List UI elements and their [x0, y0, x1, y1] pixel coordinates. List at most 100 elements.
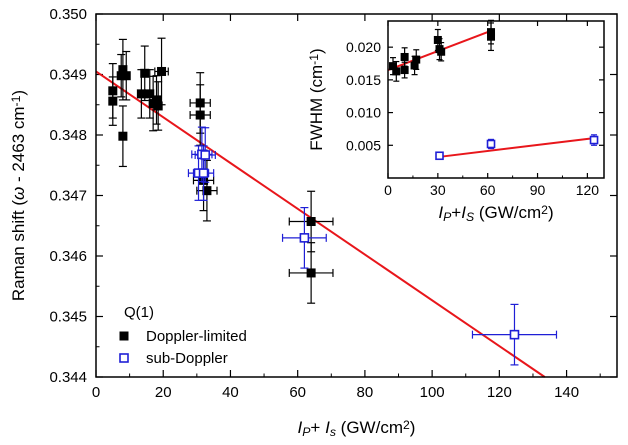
- legend-label: Doppler-limited: [146, 328, 247, 345]
- data-point: [486, 139, 496, 149]
- y-tick-label: 0.350: [49, 6, 87, 23]
- x-tick-label: 20: [155, 384, 172, 401]
- data-point: [306, 268, 316, 278]
- fit-line: [437, 137, 595, 159]
- fit-line: [95, 70, 546, 378]
- legend-marker: [119, 353, 129, 363]
- data-point: [433, 35, 442, 44]
- legend-marker: [119, 331, 129, 341]
- y-axis-title-part: ω: [9, 187, 28, 200]
- y-axis-title: FWHM (cm-1): [307, 48, 326, 150]
- x-axis-title-part: I: [438, 203, 443, 222]
- x-axis-title-part: I: [325, 418, 330, 437]
- plot-frame: [387, 20, 605, 179]
- data-point: [108, 96, 118, 106]
- y-axis-title-part: ): [307, 48, 326, 54]
- data-point: [153, 101, 163, 111]
- x-axis-title-part: S: [466, 210, 475, 224]
- x-tick-label: 0: [384, 182, 392, 198]
- data-point: [435, 151, 444, 161]
- data-point: [198, 168, 209, 178]
- data-point: [195, 110, 205, 120]
- data-point: [299, 233, 310, 243]
- x-tick-label: 90: [530, 182, 546, 198]
- y-tick-label: 0.010: [346, 105, 381, 121]
- series-doppler-limited: [108, 37, 334, 304]
- data-point: [509, 329, 520, 340]
- y-tick-label: 0.344: [49, 369, 87, 386]
- x-tick-label: 80: [357, 384, 374, 401]
- x-axis-title-part: I: [461, 203, 466, 222]
- x-tick-label: 60: [480, 182, 496, 198]
- series-doppler-limited: [388, 19, 496, 82]
- x-axis-title: IP+IS (GW/cm2): [438, 203, 553, 224]
- data-point: [200, 150, 211, 160]
- data-point: [392, 67, 401, 76]
- x-tick-label: 40: [222, 384, 239, 401]
- legend-item: sub-Doppler: [119, 350, 228, 367]
- y-tick-label: 0.020: [346, 39, 381, 55]
- data-point: [136, 89, 146, 99]
- plot-frame: [95, 13, 618, 378]
- x-tick-label: 0: [92, 384, 100, 401]
- data-point: [121, 71, 131, 81]
- main-plot: 0 20 40 60 80 100 120 1400.3440.3450.3460.3470.…: [9, 6, 618, 439]
- inset-background: [388, 21, 604, 178]
- y-axis-title-part: -1: [307, 54, 321, 65]
- y-axis-title: Raman shift (ω - 2463 cm-1): [9, 90, 28, 301]
- data-point: [400, 66, 409, 75]
- data-point: [202, 186, 212, 196]
- x-axis-title-part: P: [302, 425, 311, 439]
- x-axis-title-part: s: [330, 425, 336, 439]
- y-tick-label: 0.005: [346, 137, 381, 153]
- y-axis-title-part: -1: [9, 95, 23, 106]
- y-tick-label: 0.345: [49, 309, 87, 326]
- x-axis-title-part: +: [310, 418, 325, 437]
- x-axis-title-part: P: [443, 210, 452, 224]
- data-point: [108, 86, 118, 96]
- data-point: [140, 68, 150, 78]
- y-tick-label: 0.348: [49, 127, 87, 144]
- y-axis-title-part: ): [9, 90, 28, 96]
- x-axis-title-part: ): [410, 418, 416, 437]
- y-tick-label: 0.349: [49, 67, 87, 84]
- x-axis-title-part: ): [548, 203, 554, 222]
- legend-label: sub-Doppler: [146, 350, 228, 367]
- data-point: [195, 98, 205, 108]
- legend-title: Q(1): [124, 304, 154, 321]
- data-point: [412, 55, 421, 64]
- series-sub-doppler: [187, 126, 558, 366]
- x-axis-title-part: I: [298, 418, 303, 437]
- x-axis-title-part: +: [451, 203, 461, 222]
- x-axis-title-part: 2: [403, 418, 410, 432]
- data-point: [437, 47, 446, 56]
- y-tick-label: 0.015: [346, 72, 381, 88]
- x-axis-title-part: (GW/cm: [474, 203, 541, 222]
- data-point: [157, 66, 167, 76]
- legend: Q(1) Doppler-limited sub-Doppler: [119, 304, 247, 367]
- legend-item: Doppler-limited: [119, 328, 247, 345]
- x-tick-label: 100: [420, 384, 445, 401]
- x-axis-title-part: 2: [541, 203, 548, 217]
- x-tick-label: 140: [554, 384, 579, 401]
- series-sub-doppler: [435, 134, 599, 161]
- x-tick-label: 120: [576, 182, 600, 198]
- x-tick-label: 60: [289, 384, 306, 401]
- data-point: [589, 135, 599, 145]
- y-tick-label: 0.346: [49, 248, 87, 265]
- y-tick-label: 0.347: [49, 188, 87, 205]
- x-tick-label: 120: [487, 384, 512, 401]
- y-axis-title-part: FWHM (cm: [307, 65, 326, 151]
- data-point: [487, 28, 496, 37]
- x-axis-title-part: (GW/cm: [336, 418, 403, 437]
- data-point: [145, 89, 155, 99]
- x-tick-label: 30: [430, 182, 446, 198]
- data-point: [306, 217, 316, 227]
- data-point: [400, 52, 409, 61]
- data-point: [118, 131, 128, 141]
- y-axis-title-part: - 2463 cm: [9, 106, 28, 186]
- y-axis-title-part: Raman shift (: [9, 200, 28, 301]
- x-axis-title: IP+ Is (GW/cm2): [298, 418, 416, 439]
